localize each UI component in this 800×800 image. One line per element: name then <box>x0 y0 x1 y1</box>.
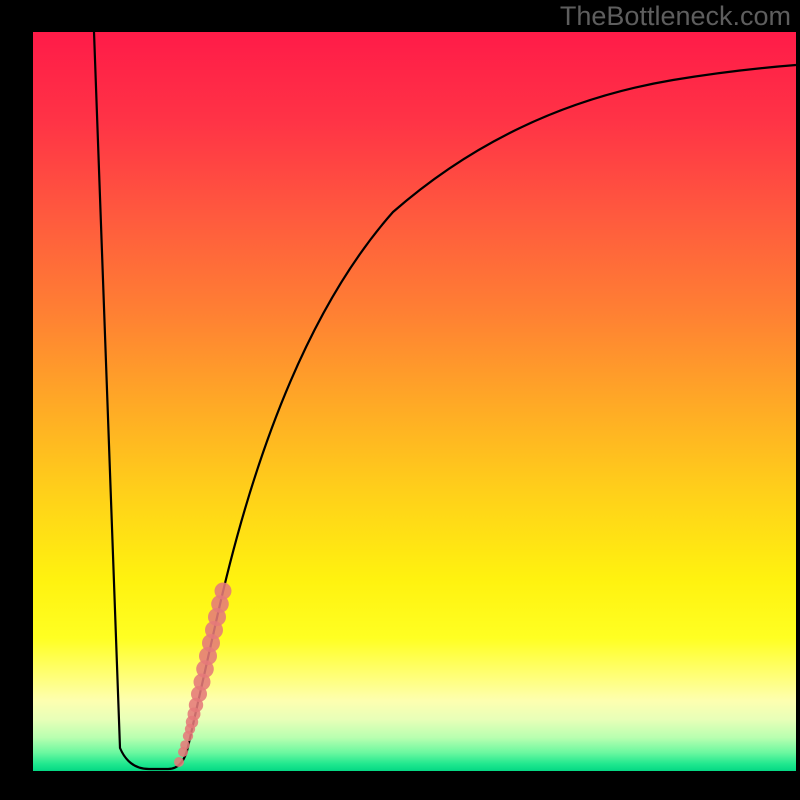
gradient-background <box>33 32 796 771</box>
frame-bottom <box>0 771 800 800</box>
frame-left <box>0 0 33 800</box>
data-marker <box>215 583 232 600</box>
data-marker <box>174 757 184 767</box>
watermark-text: TheBottleneck.com <box>560 1 791 32</box>
data-marker <box>180 740 190 750</box>
chart-root: TheBottleneck.com <box>0 0 800 800</box>
frame-right <box>796 0 800 800</box>
plot-svg <box>0 0 800 800</box>
